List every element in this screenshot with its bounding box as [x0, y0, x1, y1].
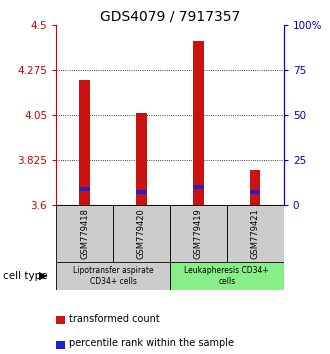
Bar [136, 113, 147, 205]
Bar [56, 205, 113, 262]
Text: cell type: cell type [3, 271, 48, 281]
Bar [136, 190, 147, 194]
Text: GSM779420: GSM779420 [137, 208, 146, 259]
Bar [193, 41, 204, 205]
Bar [113, 205, 170, 262]
Bar [227, 205, 284, 262]
Text: ▶: ▶ [39, 271, 47, 281]
Bar [250, 190, 260, 194]
Bar [170, 205, 227, 262]
Text: percentile rank within the sample: percentile rank within the sample [69, 338, 234, 348]
Text: Lipotransfer aspirate
CD34+ cells: Lipotransfer aspirate CD34+ cells [73, 267, 153, 286]
Text: GSM779421: GSM779421 [251, 208, 260, 259]
Bar [170, 262, 284, 290]
Bar [193, 185, 204, 189]
Text: Leukapheresis CD34+
cells: Leukapheresis CD34+ cells [184, 267, 269, 286]
Bar [80, 187, 90, 191]
Text: transformed count: transformed count [69, 314, 160, 324]
Text: GSM779419: GSM779419 [194, 208, 203, 259]
Bar [250, 170, 260, 205]
Bar [80, 80, 90, 205]
Text: GSM779418: GSM779418 [80, 208, 89, 259]
Bar [56, 262, 170, 290]
Title: GDS4079 / 7917357: GDS4079 / 7917357 [100, 10, 240, 24]
